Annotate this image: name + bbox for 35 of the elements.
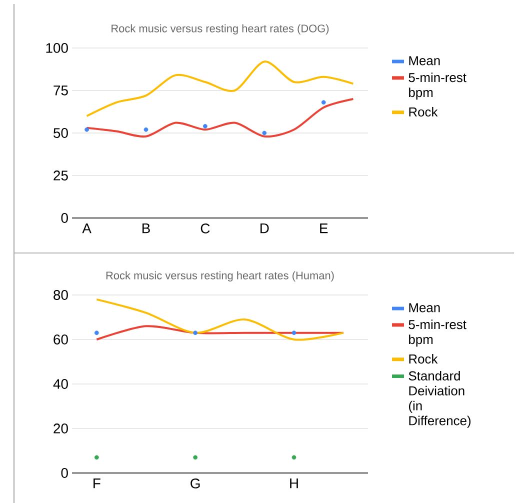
x-tick-label: E (320, 224, 328, 234)
y-tick-label: 80 (54, 290, 68, 300)
x-tick-label: C (200, 224, 210, 234)
y-tick-label: 60 (54, 334, 68, 344)
x-tick-label: G (190, 478, 200, 488)
chart-title: Rock music versus resting heart rates (Human) (106, 271, 334, 282)
point (84, 127, 89, 132)
line-series (86, 98, 354, 138)
point (144, 127, 148, 132)
point (203, 124, 208, 128)
y-tick-label: 0 (61, 213, 68, 223)
y-tick-label: 20 (54, 424, 68, 434)
y-tick-label: 50 (54, 128, 68, 138)
legend-label: Mean (409, 56, 440, 66)
point (321, 100, 326, 105)
x-tick-label: F (94, 478, 100, 488)
y-tick-label: 100 (46, 43, 68, 53)
line-series (96, 298, 344, 341)
x-tick-label: H (290, 478, 298, 488)
legend-label: Rock (409, 354, 438, 364)
y-tick-label: 40 (53, 379, 68, 389)
x-tick-label: A (82, 224, 92, 234)
y-tick-label: 25 (54, 170, 68, 180)
y-tick-label: 75 (54, 86, 68, 96)
legend-label: Standard Deiviation (in Difference) (408, 370, 471, 428)
legend-label: Mean (409, 303, 440, 312)
y-tick-label: 0 (61, 468, 68, 478)
x-tick-label: D (260, 224, 269, 234)
chart-title: Rock music versus resting heart rates (DOG) (112, 24, 329, 34)
point (262, 130, 267, 136)
legend-label: Rock (409, 107, 438, 117)
x-tick-label: B (142, 224, 150, 234)
legend-label: 5-min-rest bpm (408, 320, 466, 347)
line-series (86, 60, 354, 117)
legend-label: 5-min-rest bpm (408, 72, 466, 100)
